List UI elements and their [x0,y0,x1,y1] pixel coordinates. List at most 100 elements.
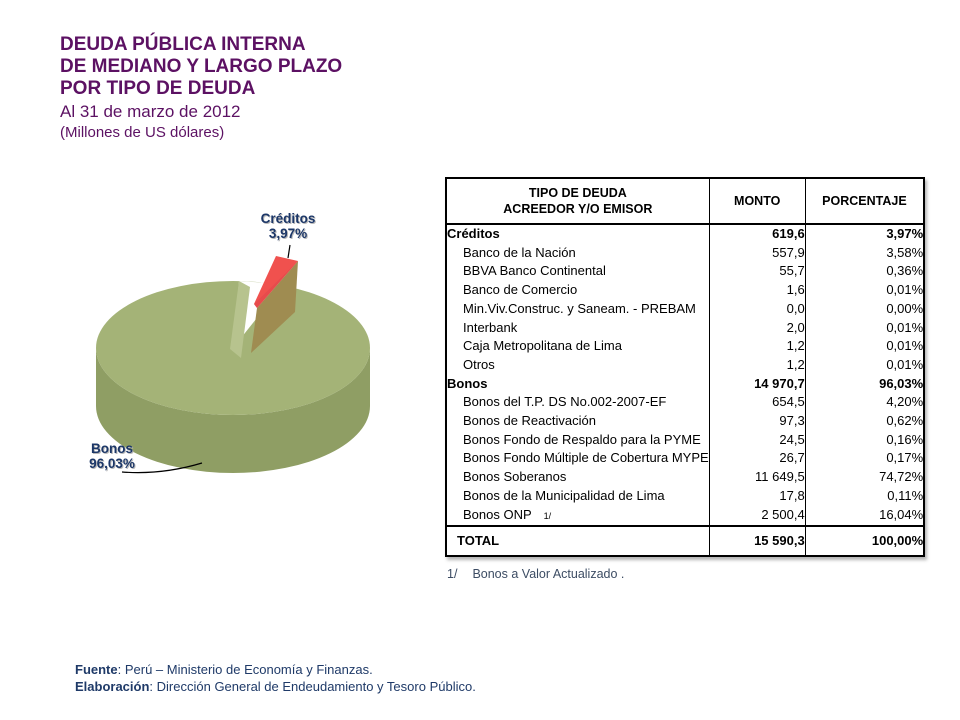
table-row: Otros 1,2 0,01% [446,355,925,375]
cell-acreedor: Interbank [463,319,518,335]
table-body: Créditos 619,6 3,97% Banco de la Nación 557,… [446,224,925,527]
title-units: (Millones de US dólares) [60,124,225,141]
pie-chart-svg [96,244,370,474]
leader-line-creditos [287,244,291,259]
cell-acreedor: Bonos ONP 1/ [463,506,552,522]
title-line-3: POR TIPO DE DEUDA [60,78,256,99]
total-row: TOTAL 15 590,3 100,00% [446,525,925,557]
debt-table: TIPO DE DEUDA ACREEDOR Y/O EMISOR MONTO … [445,177,926,558]
cell-monto: 1,2 [708,355,806,375]
cell-acreedor: Bonos Fondo Múltiple de Cobertura MYPE [463,450,709,466]
total-monto: 15 590,3 [708,525,806,557]
cell-acreedor: Otros [463,356,495,372]
pie-slice-creditos-side [251,261,298,353]
cell-monto: 55,7 [708,262,806,282]
cell-porcentaje: 0,01% [804,281,925,300]
total-label: TOTAL [446,525,710,557]
cell-porcentaje: 0,17% [804,449,925,469]
table-row: Créditos 619,6 3,97% [446,224,925,244]
table-row: Bonos del T.P. DS No.002-2007-EF 654,5 4,2… [446,393,925,413]
footnote-text: Bonos a Valor Actualizado . [472,567,625,581]
cell-monto: 1,2 [708,337,806,356]
cell-porcentaje: 0,00% [804,299,925,319]
table-row: Banco de Comercio 1,6 0,01% [446,281,925,300]
header-tipo-deuda: TIPO DE DEUDA ACREEDOR Y/O EMISOR [446,178,710,225]
footer-elaboration-line: Elaboración: Dirección General de Endeud… [75,678,476,695]
table-row: Bonos Fondo de Respaldo para la PYME 24,5… [446,430,925,450]
header-monto: MONTO [708,178,806,225]
cell-acreedor: Bonos de Reactivación [463,413,596,429]
cell-acreedor: Banco de Comercio [463,282,578,298]
cell-porcentaje: 0,62% [804,412,925,431]
pie-notch-wall [230,281,250,358]
table-row: Banco de la Nación 557,9 3,58% [446,243,925,263]
footer-source-line: Fuente: Perú – Ministerio de Economía y … [75,661,476,678]
leader-line-bonos [121,462,203,474]
table-row: BBVA Banco Continental 55,7 0,36% [446,262,925,282]
pie-label-bonos-name: Bonos [91,441,133,456]
cell-porcentaje: 4,20% [804,393,925,413]
cell-porcentaje: 0,36% [804,262,925,282]
footer-elaboration-label: Elaboración [75,679,150,694]
pie-label-creditos-name: Créditos [260,211,316,226]
cell-acreedor: Bonos Fondo de Respaldo para la PYME [463,431,701,447]
header-tipo-deuda-line1: TIPO DE DEUDA [528,186,627,200]
cell-porcentaje: 0,01% [804,355,925,375]
cell-monto: 1,6 [708,281,806,300]
cell-monto: 97,3 [708,412,806,431]
cell-acreedor: Bonos [447,375,488,391]
cell-porcentaje: 3,58% [804,243,925,263]
pie-slice-bonos-side [96,348,370,473]
cell-monto: 17,8 [708,486,806,506]
footnote: 1/Bonos a Valor Actualizado . [447,567,624,581]
cell-monto: 0,0 [708,299,806,319]
header-porcentaje: PORCENTAJE [804,178,925,225]
cell-acreedor: Min.Viv.Construc. y Saneam. - PREBAM [463,300,696,316]
footnote-ref: 1/ [447,567,458,581]
cell-acreedor: BBVA Banco Continental [463,263,606,279]
pie-label-bonos: Bonos 96,03% [66,441,158,471]
table-row: Caja Metropolitana de Lima 1,2 0,01% [446,337,925,356]
cell-porcentaje: 74,72% [804,468,925,487]
table-header-row: TIPO DE DEUDA ACREEDOR Y/O EMISOR MONTO … [446,178,925,225]
pie-label-creditos: Créditos 3,97% [242,211,334,241]
pie-chart: Créditos 3,97% Bonos 96,03% [60,200,420,500]
cell-acreedor: Bonos Soberanos [463,469,567,485]
title-date: Al 31 de marzo de 2012 [60,102,241,121]
cell-acreedor: Banco de la Nación [463,244,576,260]
cell-monto: 654,5 [708,393,806,413]
footer-elaboration-text: : Dirección General de Endeudamiento y T… [149,679,476,694]
footer: Fuente: Perú – Ministerio de Economía y … [75,661,476,695]
cell-porcentaje: 0,16% [804,430,925,450]
cell-monto: 11 649,5 [708,468,806,487]
cell-acreedor: Créditos [447,226,500,241]
footnote-ref-inline: 1/ [543,510,552,521]
pie-label-bonos-value: 96,03% [89,456,135,471]
pie-slice-creditos-facet [254,261,298,308]
title-block: DEUDA PÚBLICA INTERNA DE MEDIANO Y LARGO… [60,34,342,143]
footer-source-label: Fuente [75,662,118,677]
table-row: Bonos de la Municipalidad de Lima 17,8 0,1… [446,486,925,506]
cell-porcentaje: 16,04% [804,505,925,527]
table-row: Bonos Fondo Múltiple de Cobertura MYPE 26… [446,449,925,469]
pie-label-creditos-value: 3,97% [268,226,308,241]
table-row: Bonos de Reactivación 97,3 0,62% [446,412,925,431]
cell-porcentaje: 0,01% [804,337,925,356]
table-row: Bonos Soberanos 11 649,5 74,72% [446,468,925,487]
cell-acreedor: Caja Metropolitana de Lima [463,338,622,354]
total-porcentaje: 100,00% [804,525,925,557]
cell-porcentaje: 0,01% [804,318,925,338]
cell-porcentaje: 0,11% [804,486,925,506]
table-row: Bonos ONP 1/2 500,4 16,04% [446,505,925,527]
cell-porcentaje: 3,97% [804,224,925,244]
cell-monto: 26,7 [708,449,806,469]
cell-monto: 557,9 [708,243,806,263]
cell-acreedor: Bonos de la Municipalidad de Lima [463,487,665,503]
cell-monto: 14 970,7 [708,374,806,394]
header-tipo-deuda-line2: ACREEDOR Y/O EMISOR [503,202,653,216]
title-line-1: DEUDA PÚBLICA INTERNA [60,34,306,55]
cell-monto: 2 500,4 [708,505,806,527]
title-line-2: DE MEDIANO Y LARGO PLAZO [60,56,343,77]
cell-acreedor: Bonos del T.P. DS No.002-2007-EF [463,394,667,410]
